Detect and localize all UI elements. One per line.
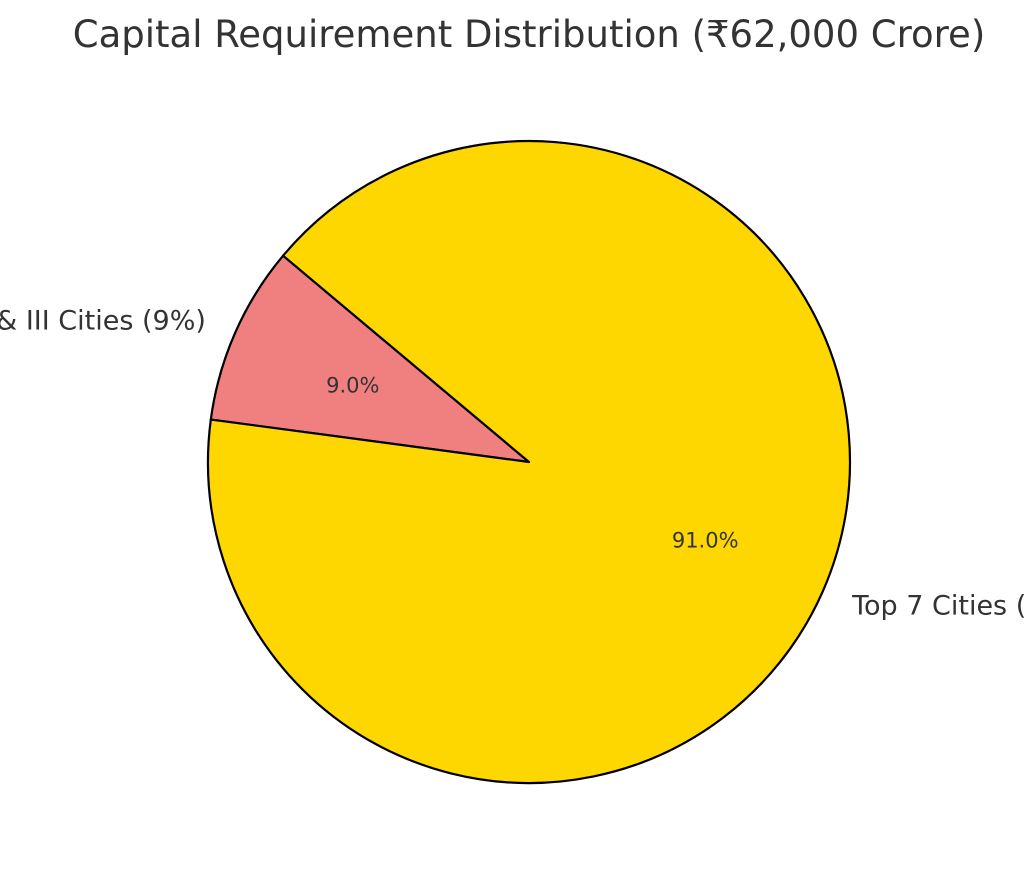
pie-slice-top-7-cities-91 [206, 139, 852, 785]
chart-title: Capital Requirement Distribution (₹62,00… [73, 13, 986, 56]
pie-percent-label-tier-ii-iii-cities-9: 9.0% [326, 373, 379, 397]
pie-percent-label-top-7-cities-91: 91.0% [672, 529, 739, 553]
pie-slice-tier-ii-iii-cities-9 [209, 254, 531, 464]
pie-category-label-top-7-cities-91: Top 7 Cities (91%) [851, 591, 1024, 622]
pie-labels: 9.0% Tier II & III Cities (9%) 91.0% Top 7 … [0, 306, 1024, 622]
pie-slices [206, 139, 852, 785]
pie-category-label-tier-ii-iii-cities-9: Tier II & III Cities (9%) [0, 306, 206, 337]
